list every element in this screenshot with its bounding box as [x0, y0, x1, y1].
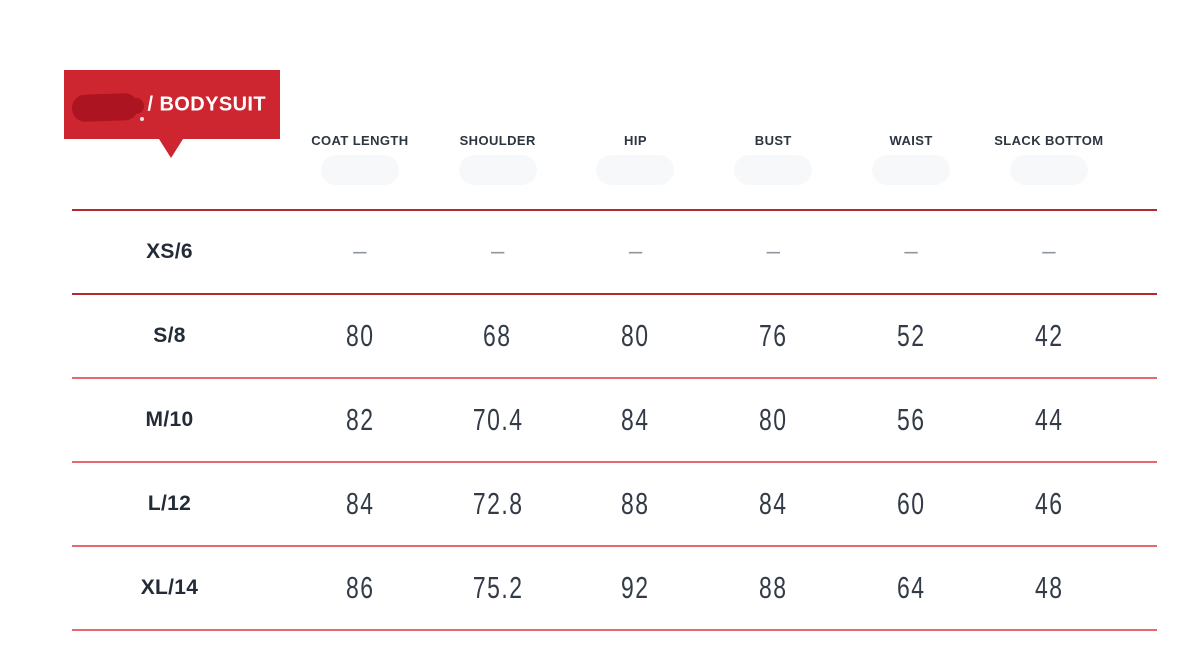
column-header-label: BUST	[754, 133, 792, 148]
cell-value: 80	[621, 318, 650, 353]
header-cell-filler	[1118, 120, 1157, 209]
category-badge[interactable]: / BODYSUIT	[64, 70, 280, 158]
cell-value: –	[353, 238, 367, 265]
size-label: M/10	[145, 408, 194, 431]
header-cell-hip: HIP	[567, 120, 705, 209]
column-header-label: SLACK BOTTOM	[994, 133, 1104, 148]
cell-value: 64	[896, 570, 926, 605]
header-cell-waist: WAIST	[842, 120, 980, 209]
cell-value: 80	[345, 318, 375, 353]
cell-value: 56	[896, 402, 926, 437]
cell-value: –	[628, 238, 643, 265]
cell-value: 84	[759, 486, 788, 521]
column-header-label: HIP	[624, 133, 647, 148]
size-table: COAT LENGTH SHOULDER HIP BUST WAIST SLAC…	[72, 120, 1157, 631]
erased-label-blob	[1009, 155, 1088, 185]
cell-value: 60	[896, 486, 926, 521]
header-cell-coat-length: COAT LENGTH	[291, 120, 429, 209]
cell-value: 84	[621, 402, 650, 437]
erased-label-blob	[596, 155, 675, 185]
table-row: XL/14 86 75.2 92 88 64 48	[72, 545, 1157, 631]
cell-value: 82	[345, 402, 375, 437]
table-row: XS/6 – – – – – –	[72, 209, 1157, 293]
cell-value: 86	[345, 570, 375, 605]
column-header-label: COAT LENGTH	[311, 133, 409, 148]
table-row: L/12 84 72.8 88 84 60 46	[72, 461, 1157, 545]
cell-value: 88	[759, 570, 788, 605]
period-dot	[140, 117, 144, 121]
cell-value: –	[766, 238, 780, 265]
cell-value: 72.8	[472, 486, 523, 521]
redacted-text-blob	[71, 92, 139, 123]
cell-value: 75.2	[472, 570, 523, 605]
cell-value: 42	[1034, 318, 1064, 353]
header-cell-shoulder: SHOULDER	[429, 120, 567, 209]
table-row: S/8 80 68 80 76 52 42	[72, 293, 1157, 377]
cell-value: 48	[1034, 570, 1064, 605]
cell-value: 46	[1034, 486, 1064, 521]
badge-label: / BODYSUIT	[147, 93, 266, 115]
header-cell-slack-bottom: SLACK BOTTOM	[980, 120, 1118, 209]
table-row: M/10 82 70.4 84 80 56 44	[72, 377, 1157, 461]
table-body: XS/6 – – – – – – S/8 80 68 80 76 52 42 M…	[72, 209, 1157, 631]
column-header-label: SHOULDER	[459, 133, 536, 148]
column-header-label: WAIST	[889, 133, 933, 148]
erased-label-blob	[734, 155, 813, 185]
size-label: XL/14	[140, 576, 199, 599]
cell-value: 52	[896, 318, 926, 353]
cell-value: 80	[759, 402, 788, 437]
cell-value: 92	[621, 570, 650, 605]
erased-label-blob	[458, 155, 537, 185]
cell-value: 68	[483, 318, 512, 353]
size-label: S/8	[153, 324, 186, 347]
cell-value: –	[1042, 238, 1056, 265]
cell-value: –	[904, 238, 918, 265]
cell-value: 84	[345, 486, 375, 521]
cell-value: 44	[1034, 402, 1064, 437]
badge-pointer-tail	[159, 139, 183, 158]
cell-value: 88	[621, 486, 650, 521]
size-label: XS/6	[146, 240, 193, 263]
header-cell-bust: BUST	[704, 120, 842, 209]
size-label: L/12	[147, 492, 192, 515]
table-header-row: COAT LENGTH SHOULDER HIP BUST WAIST SLAC…	[72, 120, 1157, 209]
header-cell-empty	[72, 120, 291, 209]
erased-label-blob	[872, 155, 951, 185]
cell-value: 70.4	[472, 402, 523, 437]
cell-value: 76	[759, 318, 788, 353]
cell-value: –	[491, 238, 505, 265]
erased-label-blob	[320, 155, 399, 185]
